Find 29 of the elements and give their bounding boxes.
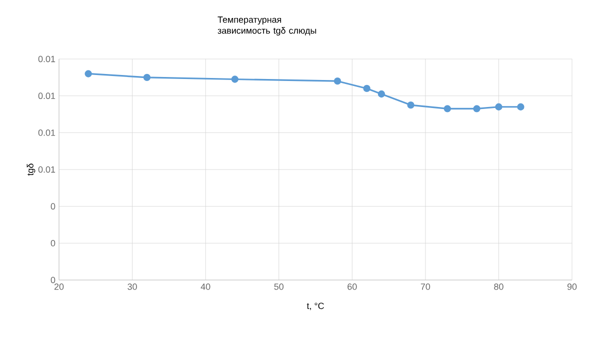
y-tick-label: 0.01 bbox=[38, 56, 56, 62]
point bbox=[378, 90, 386, 98]
point bbox=[231, 76, 238, 83]
x-tick-label: 50 bbox=[274, 284, 284, 290]
x-axis-title: t, °C bbox=[306, 302, 324, 310]
chart-title: Температурная зависимость tgδ слюды bbox=[218, 16, 316, 36]
point bbox=[334, 78, 342, 85]
point bbox=[495, 103, 502, 110]
x-tick-label: 90 bbox=[567, 284, 577, 290]
point bbox=[444, 105, 452, 112]
x-tick-label: 20 bbox=[54, 284, 64, 290]
x-tick-label: 60 bbox=[348, 284, 357, 290]
y-axis-title: tgδ bbox=[26, 164, 36, 176]
point bbox=[84, 70, 92, 78]
point bbox=[407, 101, 414, 109]
y-tick-label: 0.01 bbox=[38, 92, 56, 100]
point bbox=[363, 84, 370, 92]
x-tick-label: 80 bbox=[494, 284, 504, 290]
x-tick-label: 40 bbox=[200, 284, 210, 290]
point bbox=[517, 103, 524, 110]
y-tick-label: 0.01 bbox=[38, 166, 56, 173]
point bbox=[143, 74, 151, 82]
y-tick-label: 0 bbox=[50, 276, 56, 284]
point bbox=[473, 105, 480, 112]
x-tick-label: 30 bbox=[128, 284, 137, 290]
y-tick-label: 0 bbox=[50, 240, 56, 246]
x-tick-label: 70 bbox=[420, 284, 430, 290]
y-tick-label: 0 bbox=[50, 203, 56, 210]
y-tick-label: 0.01 bbox=[38, 129, 56, 136]
